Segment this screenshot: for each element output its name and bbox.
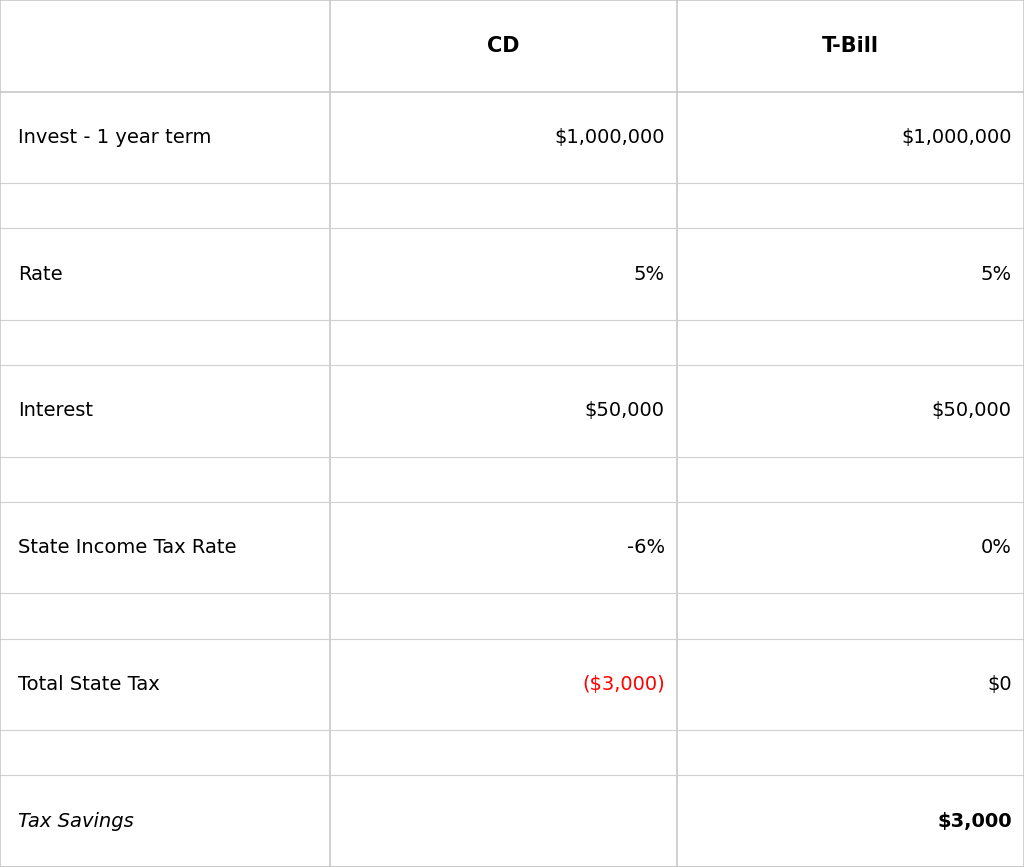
Text: State Income Tax Rate: State Income Tax Rate	[18, 538, 237, 557]
Text: Total State Tax: Total State Tax	[18, 675, 160, 694]
Text: $1,000,000: $1,000,000	[901, 127, 1012, 147]
Text: $50,000: $50,000	[932, 401, 1012, 420]
Text: Rate: Rate	[18, 264, 63, 284]
Text: CD: CD	[487, 36, 520, 55]
Text: ($3,000): ($3,000)	[582, 675, 665, 694]
Text: $1,000,000: $1,000,000	[554, 127, 665, 147]
Text: Interest: Interest	[18, 401, 93, 420]
Text: Tax Savings: Tax Savings	[18, 812, 134, 831]
Text: -6%: -6%	[627, 538, 665, 557]
Text: T-Bill: T-Bill	[822, 36, 879, 55]
Text: Invest - 1 year term: Invest - 1 year term	[18, 127, 212, 147]
Text: 5%: 5%	[981, 264, 1012, 284]
Text: $0: $0	[987, 675, 1012, 694]
Text: $3,000: $3,000	[937, 812, 1012, 831]
Text: 0%: 0%	[981, 538, 1012, 557]
Text: 5%: 5%	[634, 264, 665, 284]
Text: $50,000: $50,000	[585, 401, 665, 420]
